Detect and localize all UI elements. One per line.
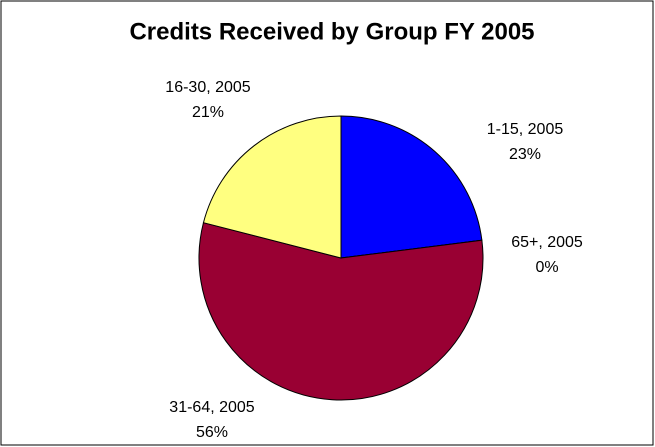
pie-slice — [198, 222, 484, 401]
pie-slice — [202, 115, 342, 259]
slice-label: 1-15, 2005 — [487, 121, 564, 138]
chart-title: Credits Received by Group FY 2005 — [129, 18, 534, 45]
slice-label: 65+, 2005 — [511, 234, 583, 251]
slice-value-label: 0% — [535, 259, 558, 276]
pie-slice — [340, 115, 483, 259]
slice-value-label: 21% — [192, 104, 224, 121]
slice-label: 31-64, 2005 — [169, 399, 255, 416]
slice-label: 16-30, 2005 — [165, 79, 251, 96]
slice-value-label: 23% — [509, 146, 541, 163]
slice-value-label: 56% — [196, 424, 228, 441]
